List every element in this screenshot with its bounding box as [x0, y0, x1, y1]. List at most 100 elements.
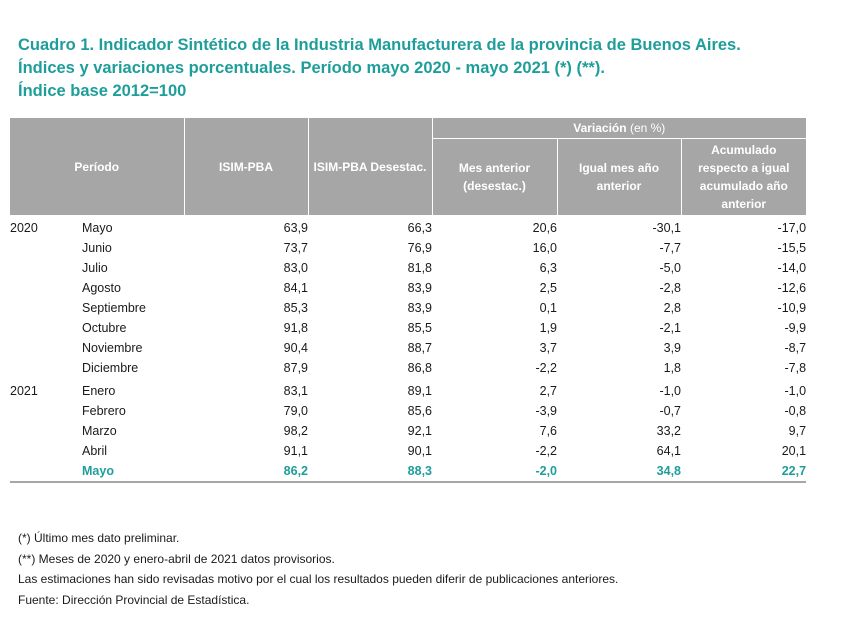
cell-year — [10, 298, 82, 318]
cell-year — [10, 441, 82, 461]
header-igual-mes: Igual mes año anterior — [557, 138, 682, 216]
cell-month: Agosto — [82, 281, 121, 295]
cell-month: Julio — [82, 261, 108, 275]
cell-acumulado: -17,0 — [777, 221, 807, 235]
cell-isim-desestac: 76,9 — [407, 241, 433, 255]
cell-acumulado: 22,7 — [681, 461, 807, 483]
cell-igual-mes: -2,1 — [659, 321, 682, 335]
cell-isim: 84,1 — [283, 281, 309, 295]
cell-isim-desestac: 90,1 — [407, 444, 433, 458]
cell-year — [10, 318, 82, 338]
cell-igual-mes: 34,8 — [557, 461, 682, 483]
header-acumulado: Acumulado respecto a igual acumulado año… — [681, 138, 807, 216]
cell-isim: 86,2 — [184, 461, 309, 483]
footnote-provisorios: (**) Meses de 2020 y enero-abril de 2021… — [18, 551, 335, 566]
cell-isim-desestac: 85,5 — [407, 321, 433, 335]
cell-year — [10, 238, 82, 258]
cell-igual-mes: 3,9 — [663, 341, 682, 355]
cell-month: Noviembre — [82, 341, 143, 355]
table-row: Marzo 98,2 92,1 7,6 33,2 9,7 — [10, 421, 806, 441]
header-mes-anterior: Mes anterior (desestac.) — [432, 138, 558, 216]
cell-igual-mes: 64,1 — [656, 444, 682, 458]
cell-mes-anterior: -3,9 — [535, 404, 558, 418]
cell-isim: 73,7 — [283, 241, 309, 255]
cell-month: Septiembre — [82, 301, 146, 315]
table-row: 2021 Enero 83,1 89,1 2,7 -1,0 -1,0 — [10, 378, 806, 401]
cell-month: Abril — [82, 444, 108, 458]
table-row: Septiembre 85,3 83,9 0,1 2,8 -10,9 — [10, 298, 806, 318]
cell-igual-mes: -1,0 — [659, 384, 682, 398]
table-row: Junio 73,7 76,9 16,0 -7,7 -15,5 — [10, 238, 806, 258]
table-row: 2020 Mayo 63,9 66,3 20,6 -30,1 -17,0 — [10, 216, 806, 239]
title-line-1: Cuadro 1. Indicador Sintético de la Indu… — [18, 36, 741, 54]
cell-isim-desestac: 92,1 — [407, 424, 433, 438]
cell-igual-mes: -2,8 — [659, 281, 682, 295]
cell-isim-desestac: 88,3 — [308, 461, 433, 483]
cell-year — [10, 421, 82, 441]
cell-mes-anterior: 1,9 — [539, 321, 558, 335]
header-variacion-label: Variación — [573, 121, 627, 135]
cell-igual-mes: -7,7 — [659, 241, 682, 255]
cell-month: Junio — [82, 241, 112, 255]
cell-year — [10, 278, 82, 298]
cell-acumulado: -0,8 — [784, 404, 807, 418]
title-line-2: Índices y variaciones porcentuales. Perí… — [18, 59, 605, 77]
cell-year — [10, 461, 82, 483]
cell-isim-desestac: 88,7 — [407, 341, 433, 355]
table-row: Febrero 79,0 85,6 -3,9 -0,7 -0,8 — [10, 401, 806, 421]
cell-igual-mes: 1,8 — [663, 361, 682, 375]
header-periodo: Período — [10, 118, 185, 216]
cell-isim: 91,1 — [283, 444, 309, 458]
title-line-3: Índice base 2012=100 — [18, 82, 187, 100]
cell-mes-anterior: -2,0 — [432, 461, 558, 483]
cell-year — [10, 358, 82, 378]
cell-month: Marzo — [82, 424, 117, 438]
cell-isim-desestac: 86,8 — [407, 361, 433, 375]
cell-month: Mayo — [82, 461, 185, 483]
cell-acumulado: -15,5 — [777, 241, 807, 255]
cell-mes-anterior: -2,2 — [535, 444, 558, 458]
cell-isim-desestac: 85,6 — [407, 404, 433, 418]
table-row: Mayo 86,2 88,3 -2,0 34,8 22,7 — [10, 461, 807, 483]
cell-month: Diciembre — [82, 361, 139, 375]
table-body: 2020 Mayo 63,9 66,3 20,6 -30,1 -17,0 Junio 73,7 7… — [10, 216, 807, 483]
cell-isim: 83,0 — [283, 261, 309, 275]
cell-isim: 85,3 — [283, 301, 309, 315]
cell-isim: 79,0 — [283, 404, 309, 418]
footnotes: (*) Último mes dato preliminar. (**) Mes… — [18, 528, 618, 610]
header-isim-desestac: ISIM-PBA Desestac. — [308, 118, 433, 216]
cell-year: 2021 — [10, 384, 38, 398]
cell-igual-mes: -0,7 — [659, 404, 682, 418]
footnote-fuente: Fuente: Dirección Provincial de Estadíst… — [18, 592, 250, 607]
cell-month: Febrero — [82, 404, 126, 418]
cell-year — [10, 401, 82, 421]
table-title: Cuadro 1. Indicador Sintético de la Indu… — [18, 34, 848, 103]
cell-isim-desestac: 81,8 — [407, 261, 433, 275]
cell-isim: 98,2 — [283, 424, 309, 438]
cell-month: Mayo — [82, 221, 113, 235]
cell-isim: 90,4 — [283, 341, 309, 355]
footnote-revision: Las estimaciones han sido revisadas moti… — [18, 572, 619, 586]
cell-year — [10, 338, 82, 358]
cell-year — [10, 258, 82, 278]
cell-igual-mes: -5,0 — [659, 261, 682, 275]
cell-isim: 83,1 — [283, 384, 309, 398]
cell-isim: 87,9 — [283, 361, 309, 375]
cell-mes-anterior: 2,7 — [539, 384, 558, 398]
cell-month: Octubre — [82, 321, 127, 335]
cell-acumulado: -10,9 — [777, 301, 807, 315]
cell-mes-anterior: 0,1 — [539, 301, 558, 315]
cell-acumulado: -12,6 — [777, 281, 807, 295]
cell-mes-anterior: -2,2 — [535, 361, 558, 375]
cell-igual-mes: 33,2 — [656, 424, 682, 438]
table-row: Noviembre 90,4 88,7 3,7 3,9 -8,7 — [10, 338, 806, 358]
table-row: Abril 91,1 90,1 -2,2 64,1 20,1 — [10, 441, 806, 461]
cell-acumulado: -9,9 — [784, 321, 807, 335]
table-row: Agosto 84,1 83,9 2,5 -2,8 -12,6 — [10, 278, 806, 298]
header-variacion-unit: (en %) — [626, 121, 666, 135]
table-row: Diciembre 87,9 86,8 -2,2 1,8 -7,8 — [10, 358, 806, 378]
cell-mes-anterior: 2,5 — [539, 281, 558, 295]
cell-acumulado: 9,7 — [788, 424, 807, 438]
cell-mes-anterior: 7,6 — [539, 424, 558, 438]
cell-month: Enero — [82, 384, 116, 398]
